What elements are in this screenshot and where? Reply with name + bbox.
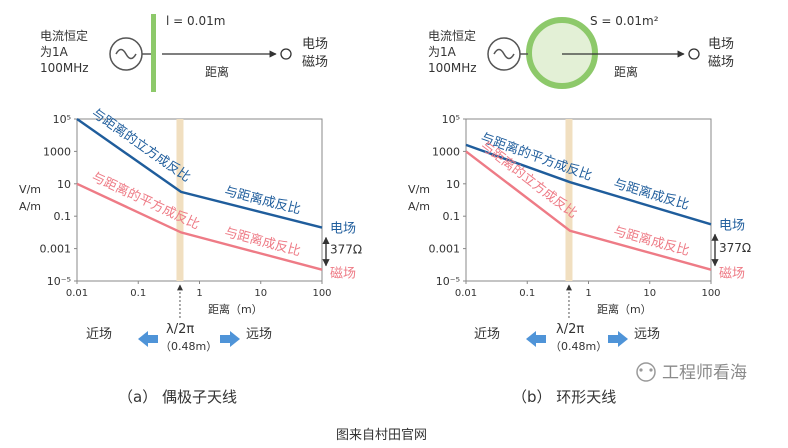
y-tick-label: 0.001 [429,243,461,256]
x-tick-label: 10 [643,288,656,299]
arrow-right-icon [220,331,240,347]
watermark-text: 工程师看海 [662,363,747,383]
far-field-label: 远场 [634,327,660,342]
y-tick-label: 1000 [432,145,460,158]
sine-wave-icon [115,48,137,60]
panel-b-caption: （b） 环形天线 [512,388,616,406]
y-axis-label: V/m [19,183,41,196]
dipole-length-label: l = 0.01m [166,14,225,28]
y-tick-label: 0.1 [54,210,72,223]
y-tick-label: 10 [57,178,71,191]
wechat-eye-icon [649,368,653,372]
footer-credit: 图来自村田官网 [336,427,427,443]
x-tick-label: 100 [312,288,331,299]
source-label-line-3: 100MHz [40,61,89,75]
watermark: 工程师看海 [636,362,747,383]
x-tick-label: 1 [196,288,202,299]
plot-frame [76,118,323,282]
panel-b-field-region: 近场 λ/2π （0.48m） 远场 （b） 环形天线 [474,322,660,406]
x-tick-label: 0.1 [130,288,146,299]
panel-a-field-region: 近场 λ/2π （0.48m） 远场 （a） 偶极子天线 [86,322,272,406]
y-tick-label: 1000 [43,145,71,158]
h-field-line [76,182,323,271]
x-tick-label: 1 [585,288,591,299]
x-tick-label: 0.1 [519,288,535,299]
y-tick-label: 10⁵ [53,113,71,126]
wechat-eye-icon [639,368,643,372]
near-field-label: 近场 [474,327,500,342]
near-far-boundary-band [565,119,573,281]
lambda-label: λ/2π [556,322,584,337]
output-label-h: 磁场 [302,55,328,70]
y-tick-label: 10⁵ [442,113,460,126]
panel-a-schematic: 电流恒定 为1A 100MHz l = 0.01m 距离 电场 磁场 [40,14,328,92]
x-tick-label: 0.01 [455,288,477,299]
distance-label: 距离 [205,64,229,79]
lambda-value: （0.48m） [550,340,607,353]
lambda-value: （0.48m） [160,340,217,353]
panel-b-chart: 10⁻⁵ 0.001 0.1 10 1000 10⁵ 0.01 0.1 1 10 100 V/m A/m… [408,113,751,318]
loop-area-label: S = 0.01m² [590,14,659,28]
y-tick-label: 0.001 [40,243,72,256]
lambda-label: λ/2π [166,322,194,337]
output-label-e: 电场 [708,37,734,52]
wechat-icon [636,362,656,382]
panel-a-chart: 10⁻⁵ 0.001 0.1 10 1000 10⁵ 0.01 0.1 1 10 100 V/m A/m… [19,105,362,318]
h-field-line [465,150,712,271]
output-label-e: 电场 [302,37,328,52]
arrow-right-icon [608,331,628,347]
x-axis-label: 距离（m） [208,302,263,316]
y-axis-label: A/m [408,200,430,213]
y-axis-label: A/m [19,200,41,213]
arrow-left-icon [526,331,546,347]
y-axis-label: V/m [408,183,430,196]
y-tick-label: 10⁻⁵ [436,275,460,288]
near-field-label: 近场 [86,327,112,342]
distance-label: 距离 [614,64,638,79]
panel-a-caption: （a） 偶极子天线 [118,388,237,406]
far-field-label: 远场 [246,327,272,342]
x-tick-label: 10 [254,288,267,299]
observation-point-icon [280,48,292,60]
observation-point-icon [688,48,700,60]
sine-wave-icon [493,48,515,60]
x-tick-label: 100 [701,288,720,299]
y-tick-label: 0.1 [443,210,461,223]
e-field-label: 电场 [330,222,356,237]
x-axis-label: 距离（m） [597,302,652,316]
y-tick-label: 10 [446,178,460,191]
panel-b-schematic: 电流恒定 为1A 100MHz S = 0.01m² 距离 电场 磁场 [428,14,734,89]
x-tick-label: 0.01 [66,288,88,299]
e-field-line [465,143,712,226]
e-field-label: 电场 [719,218,745,233]
y-tick-label: 10⁻⁵ [47,275,71,288]
plot-frame [465,118,712,282]
impedance-label: 377Ω [719,241,751,255]
source-label-line-3: 100MHz [428,61,477,75]
source-label-line-2: 为1A [40,45,69,59]
source-label-line-1: 电流恒定 [428,28,476,43]
source-label-line-1: 电流恒定 [40,28,88,43]
arrow-left-icon [138,331,158,347]
output-label-h: 磁场 [708,55,734,70]
h-field-label: 磁场 [330,267,356,282]
loop-element [526,17,598,89]
impedance-label: 377Ω [330,243,362,257]
source-label-line-2: 为1A [428,45,457,59]
h-field-label: 磁场 [719,267,745,282]
e-field-line [76,118,323,229]
dipole-element [151,14,156,92]
near-far-boundary-band [176,119,184,281]
